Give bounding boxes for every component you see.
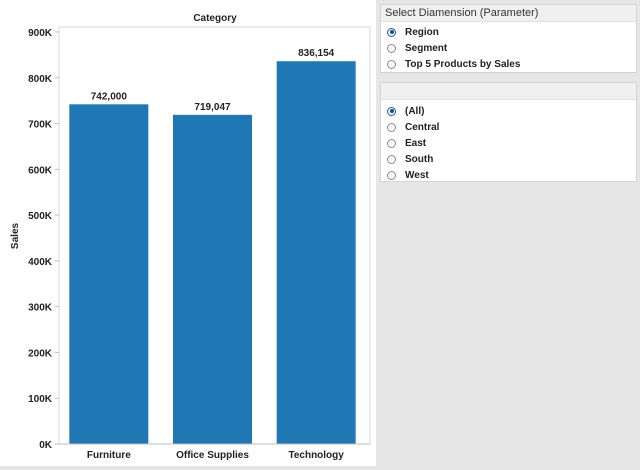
bar-data-label: 742,000 [91, 91, 128, 102]
y-tick-label: 100K [28, 394, 53, 405]
region-option-label: Central [405, 121, 440, 133]
sales-bar-chart: Category 0K 100K 200K 300K 400K 500K 600K 700K 80… [0, 0, 376, 466]
region-option-west[interactable]: West [381, 167, 636, 183]
bar-furniture[interactable] [69, 104, 149, 444]
region-option-label: East [405, 137, 427, 149]
bar-office-supplies[interactable] [173, 114, 252, 444]
radio-button-icon[interactable] [387, 59, 396, 69]
region-option-east[interactable]: East [381, 135, 636, 151]
radio-button-icon[interactable] [387, 170, 396, 180]
dimension-option-label: Segment [405, 42, 448, 54]
y-tick-label: 0K [39, 440, 53, 451]
region-option-label: South [405, 153, 434, 165]
dimension-option-region[interactable]: Region [381, 24, 636, 40]
region-option-label: West [405, 169, 429, 181]
y-axis-label: Sales [10, 222, 21, 249]
region-filter-panel: (All) Central East South West [380, 82, 637, 182]
region-filter-title [381, 83, 636, 100]
region-option-south[interactable]: South [381, 151, 636, 167]
dimension-option-label: Region [405, 26, 439, 38]
chart-title: Category [193, 13, 237, 24]
y-tick-label: 500K [28, 211, 53, 222]
x-category-label: Furniture [87, 450, 131, 461]
bar-data-label: 719,047 [194, 102, 231, 113]
region-option-all[interactable]: (All) [381, 103, 636, 119]
region-option-label: (All) [405, 105, 425, 117]
radio-button-icon[interactable] [387, 122, 396, 132]
radio-button-icon[interactable] [387, 138, 396, 148]
radio-button-icon[interactable] [387, 154, 396, 164]
region-option-central[interactable]: Central [381, 119, 636, 135]
chart-svg: Category 0K 100K 200K 300K 400K 500K 600K 700K 80… [10, 13, 371, 461]
radio-button-icon[interactable] [387, 27, 396, 37]
y-tick-label: 600K [28, 165, 53, 176]
bar-data-label: 836,154 [298, 48, 335, 59]
bar-technology[interactable] [276, 61, 356, 444]
y-tick-label: 800K [28, 74, 53, 85]
y-tick-label: 900K [28, 28, 53, 39]
dimension-option-top-5-products-by-sales[interactable]: Top 5 Products by Sales [381, 56, 636, 72]
y-tick-label: 300K [28, 303, 53, 314]
y-tick-label: 400K [28, 257, 53, 268]
dimension-parameter-title: Select Diamension (Parameter) [381, 5, 636, 22]
radio-button-icon[interactable] [387, 43, 396, 53]
y-tick-label: 200K [28, 348, 53, 359]
y-tick-label: 700K [28, 120, 53, 131]
x-category-label: Office Supplies [176, 450, 249, 461]
x-category-label: Technology [288, 450, 344, 461]
radio-button-icon[interactable] [387, 106, 396, 116]
dimension-option-label: Top 5 Products by Sales [405, 58, 521, 70]
dimension-option-segment[interactable]: Segment [381, 40, 636, 56]
dimension-parameter-panel: Select Diamension (Parameter) Region Segm… [380, 4, 637, 73]
